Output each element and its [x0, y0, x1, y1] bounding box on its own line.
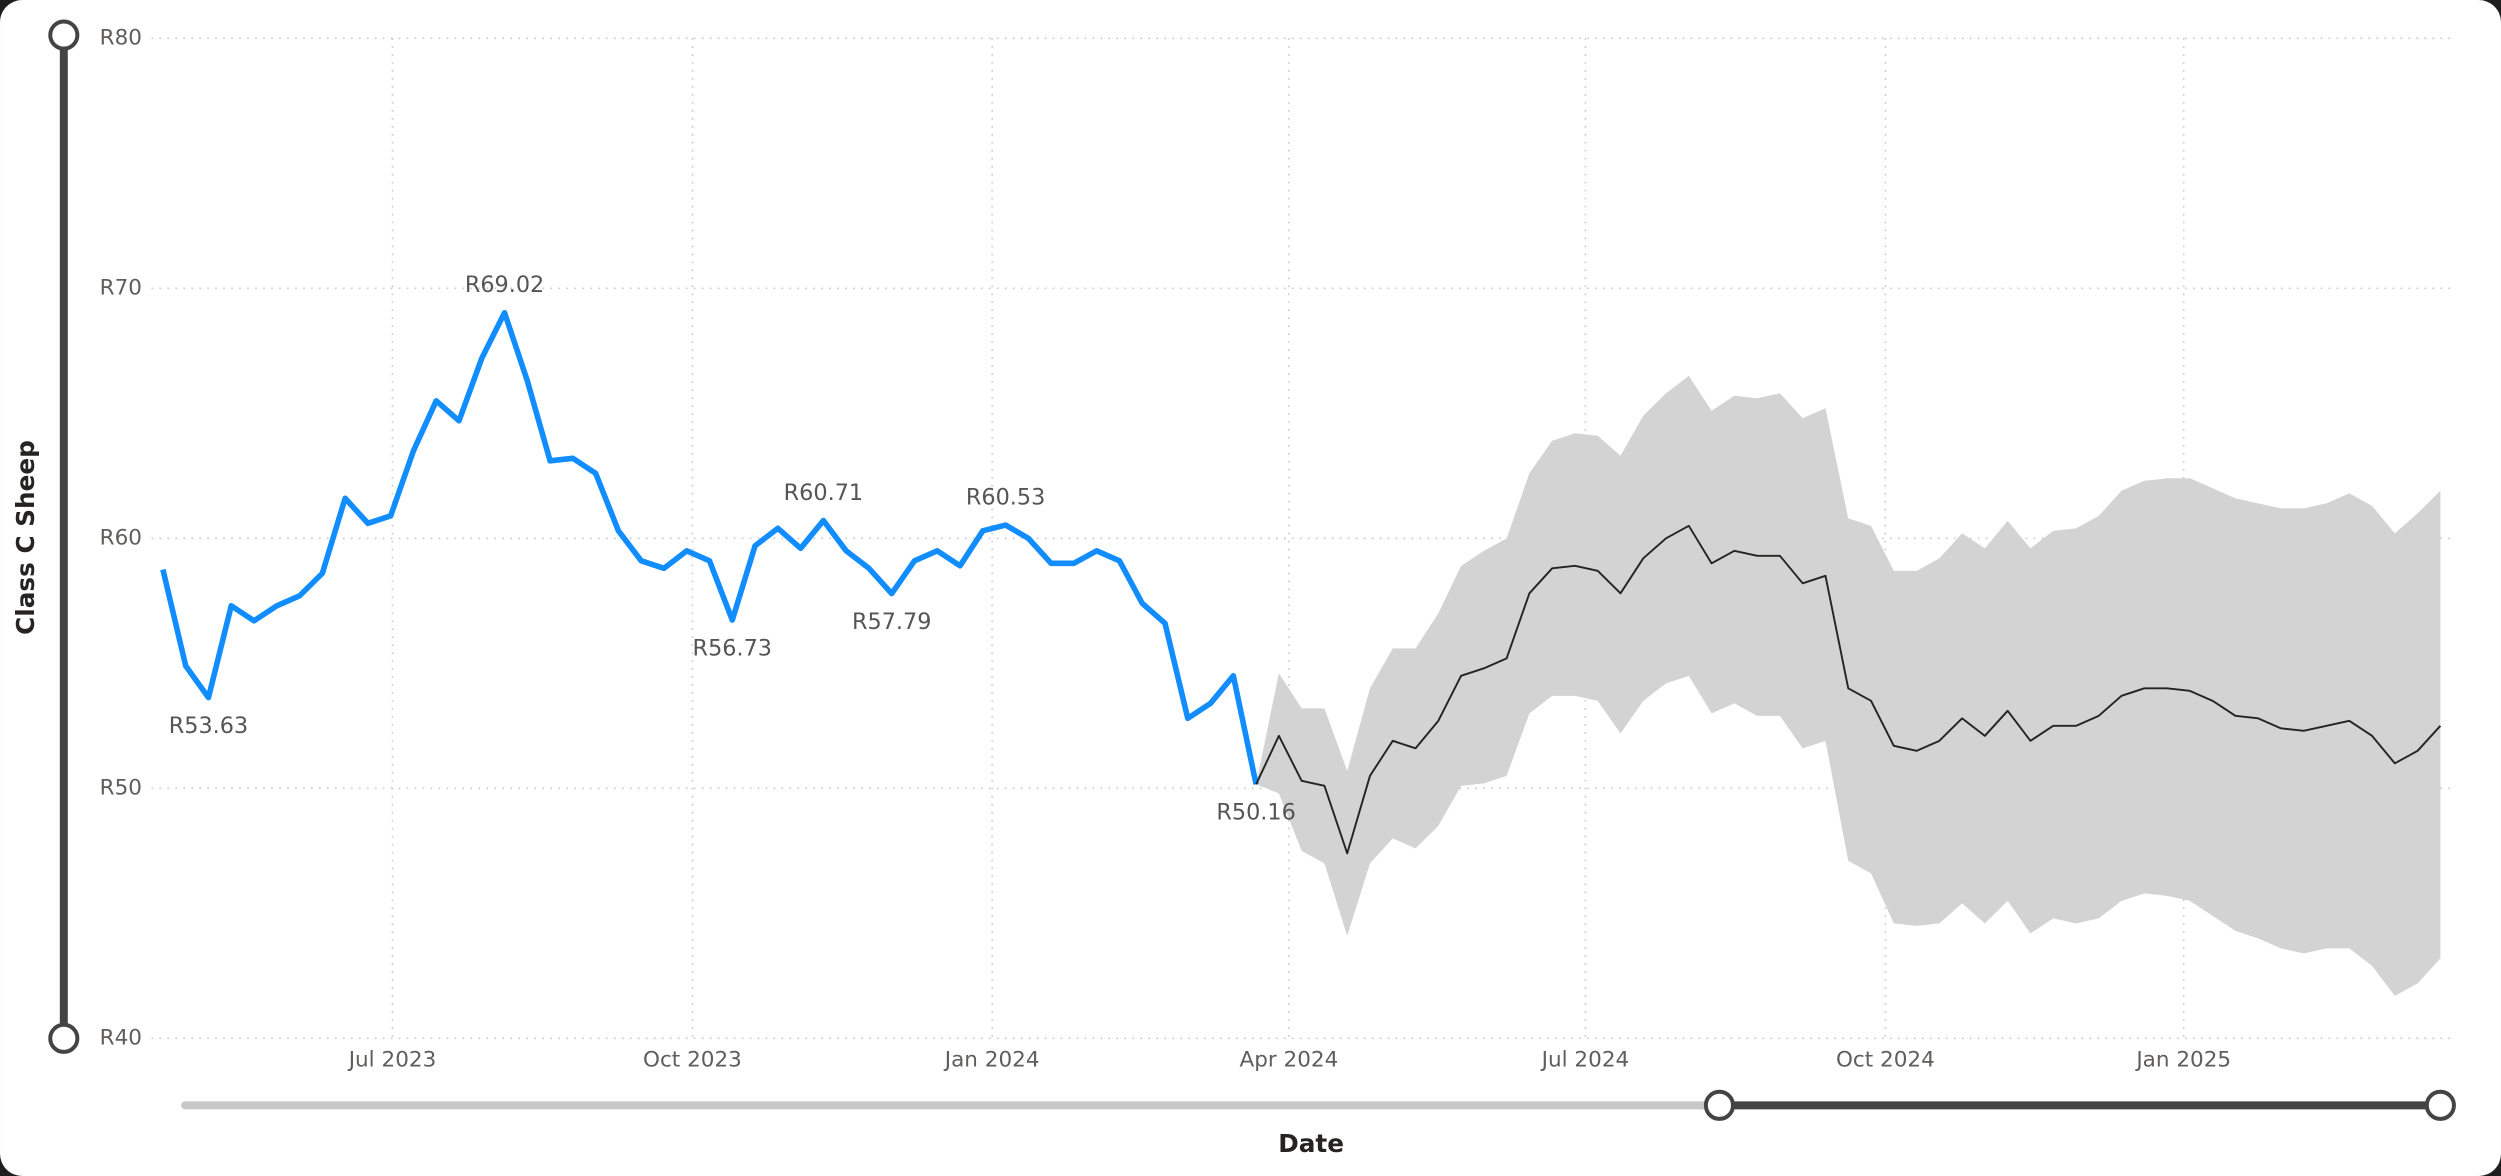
data-label: R56.73 [693, 635, 772, 661]
data-label: R57.79 [852, 609, 931, 635]
x-tick-label: Apr 2024 [1239, 1048, 1338, 1073]
forecast-line [1255, 524, 2442, 855]
data-label: R60.53 [966, 484, 1045, 510]
y-tick-label: R80 [100, 25, 142, 50]
x-axis-title: Date [1278, 1129, 1344, 1158]
y-range-slider-handle[interactable] [48, 1022, 80, 1054]
x-tick-label: Jul 2023 [347, 1048, 437, 1073]
data-label: R60.71 [784, 480, 863, 506]
x-tick-label: Jan 2024 [943, 1048, 1040, 1073]
y-tick-label: R50 [100, 775, 142, 800]
y-tick-label: R60 [100, 525, 142, 550]
data-label: R53.63 [169, 713, 248, 739]
grid [151, 37, 2457, 1040]
x-tick-label: Jan 2025 [2134, 1048, 2231, 1073]
x-range-slider-handle[interactable] [2424, 1089, 2456, 1121]
labels: R40 R50 R60 R70 R80 Jul 2023 Oct 2023 Jan 2024 A… [100, 25, 2231, 1072]
x-tick-label: Oct 2023 [643, 1048, 742, 1073]
y-axis-title: Class C Sheep [11, 440, 40, 635]
x-range-slider-handle[interactable] [1703, 1089, 1735, 1121]
x-tick-label: Jul 2024 [1540, 1048, 1630, 1073]
y-tick-label: R40 [100, 1025, 142, 1050]
x-tick-label: Oct 2024 [1836, 1048, 1935, 1073]
y-range-slider-handle[interactable] [48, 19, 80, 51]
data-label: R69.02 [465, 272, 544, 298]
plot-area [160, 310, 2442, 996]
y-tick-label: R70 [100, 275, 142, 300]
data-label: R50.16 [1216, 800, 1295, 826]
actual-line [160, 310, 1259, 785]
